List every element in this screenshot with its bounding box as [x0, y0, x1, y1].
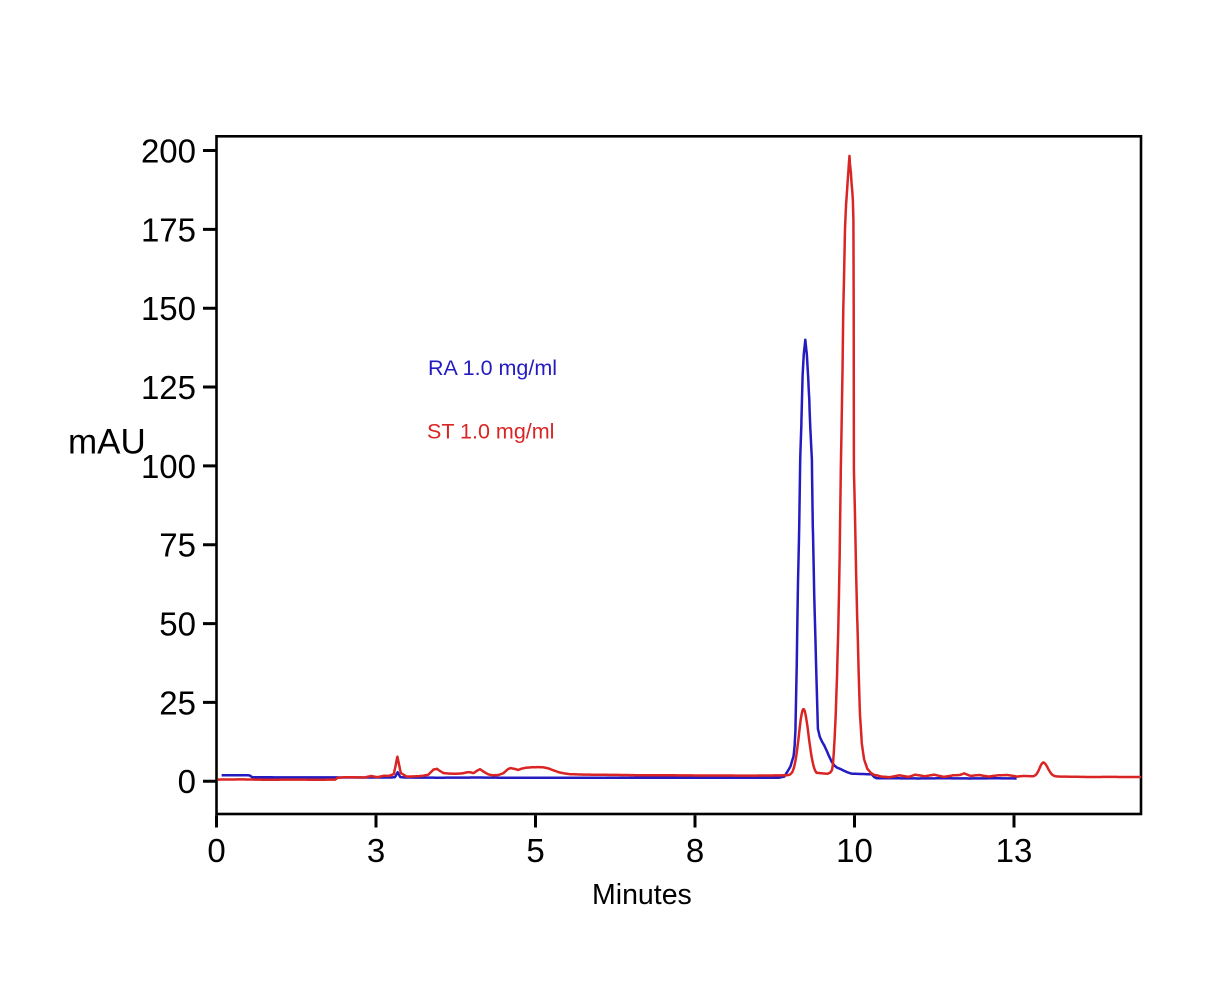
svg-text:13: 13: [996, 832, 1033, 869]
svg-text:8: 8: [686, 832, 704, 869]
svg-text:50: 50: [159, 606, 196, 643]
svg-text:0: 0: [178, 763, 196, 800]
svg-text:175: 175: [141, 211, 196, 248]
svg-text:150: 150: [141, 290, 196, 327]
svg-text:75: 75: [159, 527, 196, 564]
svg-text:5: 5: [526, 832, 544, 869]
svg-text:0: 0: [207, 832, 225, 869]
svg-text:10: 10: [836, 832, 873, 869]
svg-text:ST 1.0 mg/ml: ST 1.0 mg/ml: [427, 420, 554, 444]
svg-text:25: 25: [159, 684, 196, 721]
svg-text:100: 100: [141, 448, 196, 485]
svg-text:200: 200: [141, 132, 196, 169]
svg-text:mAU: mAU: [68, 423, 146, 462]
svg-text:125: 125: [141, 369, 196, 406]
svg-text:3: 3: [367, 832, 385, 869]
svg-text:Minutes: Minutes: [592, 879, 692, 911]
svg-text:RA 1.0 mg/ml: RA 1.0 mg/ml: [428, 356, 557, 380]
